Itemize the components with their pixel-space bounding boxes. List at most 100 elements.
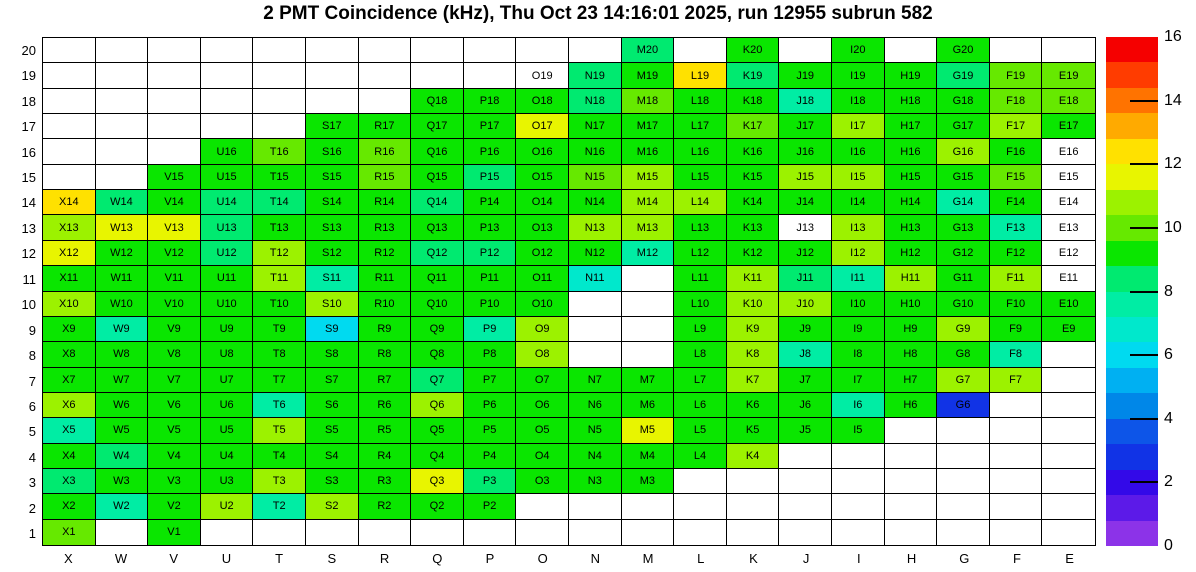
grid-cell: T4 [253, 443, 306, 469]
grid-cell: O18 [516, 88, 569, 115]
grid-cell: U11 [200, 266, 254, 292]
grid-cell: W8 [95, 342, 149, 368]
colorbar-band [1106, 266, 1158, 292]
colorbar-band [1106, 444, 1158, 470]
grid-cell: F14 [989, 190, 1043, 216]
grid-cell: M17 [621, 114, 675, 140]
grid-cell: P6 [463, 392, 517, 419]
grid-cell [43, 88, 96, 115]
grid-cell: G10 [937, 291, 990, 317]
col-axis-label: H [906, 551, 917, 566]
grid-cell: H9 [884, 316, 938, 343]
grid-cell: I5 [831, 418, 885, 444]
grid-cell: R15 [358, 164, 412, 191]
grid-cell: I12 [831, 240, 885, 267]
grid-cell: K8 [726, 342, 780, 368]
grid-cell: K12 [726, 240, 780, 267]
grid-cell: W7 [95, 367, 149, 393]
grid-cell: P12 [463, 240, 517, 267]
grid-cell [516, 494, 569, 520]
grid-cell [621, 494, 675, 520]
grid-cell: M16 [621, 139, 675, 165]
grid-cell: K16 [726, 139, 780, 165]
grid-cell [1042, 38, 1095, 64]
grid-cell [831, 443, 885, 469]
grid-cell [43, 63, 96, 89]
grid-cell: H13 [884, 215, 938, 241]
grid-cell: L6 [674, 392, 727, 419]
grid-cell [464, 519, 517, 545]
grid-cell: X1 [43, 519, 96, 545]
grid-cell [305, 63, 359, 89]
colorbar-band [1106, 520, 1158, 547]
grid-cell: U16 [200, 139, 254, 165]
grid-cell: F15 [989, 164, 1043, 191]
grid-cell: P10 [463, 291, 517, 317]
grid-cell: X7 [43, 367, 96, 393]
grid-cell: E9 [1042, 316, 1095, 343]
grid-cell: J12 [779, 240, 832, 267]
grid-cell: G11 [937, 266, 990, 292]
grid-cell: Q4 [411, 443, 464, 469]
grid-cell [95, 139, 149, 165]
grid-cell: N15 [568, 164, 622, 191]
grid-cell: Q7 [411, 367, 464, 393]
grid-cell: T16 [253, 139, 306, 165]
grid-cell [200, 63, 254, 89]
grid-cell: X8 [43, 342, 96, 368]
grid-cell [989, 392, 1043, 419]
grid-cell: K14 [726, 190, 780, 216]
grid-cell: R14 [358, 190, 412, 216]
grid-cell: N18 [568, 88, 622, 115]
grid-cell: Q17 [411, 114, 464, 140]
grid-cell: L10 [674, 291, 727, 317]
grid-cell [1042, 444, 1095, 469]
grid-cell [358, 63, 412, 89]
grid-cell [411, 38, 464, 64]
col-axis-label: F [1012, 551, 1021, 566]
grid-cell: T3 [253, 468, 306, 495]
grid-cell: L12 [674, 240, 727, 267]
grid-cell: J5 [779, 418, 832, 444]
grid-cell: I20 [831, 38, 885, 64]
grid-cell: J13 [779, 215, 832, 241]
grid-cell: X14 [43, 190, 96, 216]
grid-cell [1042, 520, 1095, 545]
grid-cell: I13 [831, 215, 885, 241]
grid-cell: R11 [358, 266, 412, 292]
grid-cell: H11 [884, 266, 938, 292]
grid-cell: W11 [95, 266, 149, 292]
grid-cell: Q8 [411, 342, 464, 368]
grid-cell [1042, 418, 1095, 444]
grid-cell [621, 266, 675, 292]
grid-cell [200, 88, 254, 115]
grid-cell [568, 494, 622, 520]
grid-cell: Q18 [411, 88, 464, 115]
grid-cell: V15 [148, 164, 201, 191]
grid-cell: F9 [989, 316, 1043, 343]
grid-cell: T8 [253, 342, 306, 368]
grid-cell [884, 494, 938, 520]
grid-cell: F12 [989, 240, 1043, 267]
grid-cell [411, 63, 464, 89]
grid-cell: S13 [305, 215, 359, 241]
colorbar-band [1106, 367, 1158, 394]
grid-cell: L7 [674, 367, 727, 393]
colorbar-band [1106, 37, 1158, 63]
grid-cell [937, 418, 990, 444]
grid-cell: V5 [148, 418, 201, 444]
grid-cell: P2 [463, 494, 517, 520]
grid-cell: M20 [621, 38, 675, 64]
grid-cell: Q11 [411, 266, 464, 292]
row-axis-label: 2 [28, 500, 36, 516]
grid-cell: E14 [1042, 190, 1095, 216]
grid-cell: V11 [148, 266, 201, 292]
grid-cell: U4 [200, 443, 254, 469]
grid-cell [200, 38, 254, 64]
grid-cell [937, 494, 990, 520]
grid-cell: U15 [200, 164, 254, 191]
grid-cell: X4 [43, 443, 96, 469]
col-axis-label: K [749, 551, 758, 566]
grid-cell: N19 [568, 63, 622, 89]
